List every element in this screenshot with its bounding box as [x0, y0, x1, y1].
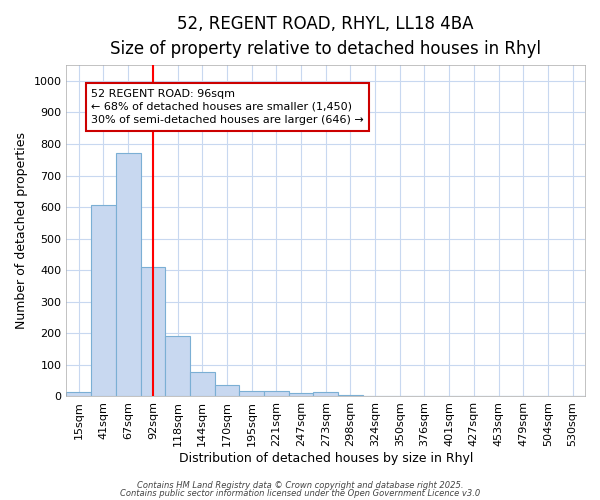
Bar [215, 385, 239, 396]
Bar [165, 336, 190, 396]
Bar [264, 391, 289, 396]
Title: 52, REGENT ROAD, RHYL, LL18 4BA
Size of property relative to detached houses in : 52, REGENT ROAD, RHYL, LL18 4BA Size of … [110, 15, 541, 58]
X-axis label: Distribution of detached houses by size in Rhyl: Distribution of detached houses by size … [179, 452, 473, 465]
Bar [338, 395, 363, 396]
Bar [67, 392, 91, 396]
Text: Contains public sector information licensed under the Open Government Licence v3: Contains public sector information licen… [120, 488, 480, 498]
Bar [91, 205, 116, 396]
Text: Contains HM Land Registry data © Crown copyright and database right 2025.: Contains HM Land Registry data © Crown c… [137, 481, 463, 490]
Bar [289, 394, 313, 396]
Bar [190, 372, 215, 396]
Text: 52 REGENT ROAD: 96sqm
← 68% of detached houses are smaller (1,450)
30% of semi-d: 52 REGENT ROAD: 96sqm ← 68% of detached … [91, 89, 364, 125]
Bar [313, 392, 338, 396]
Bar [116, 154, 140, 396]
Bar [140, 267, 165, 396]
Y-axis label: Number of detached properties: Number of detached properties [15, 132, 28, 330]
Bar [239, 391, 264, 396]
